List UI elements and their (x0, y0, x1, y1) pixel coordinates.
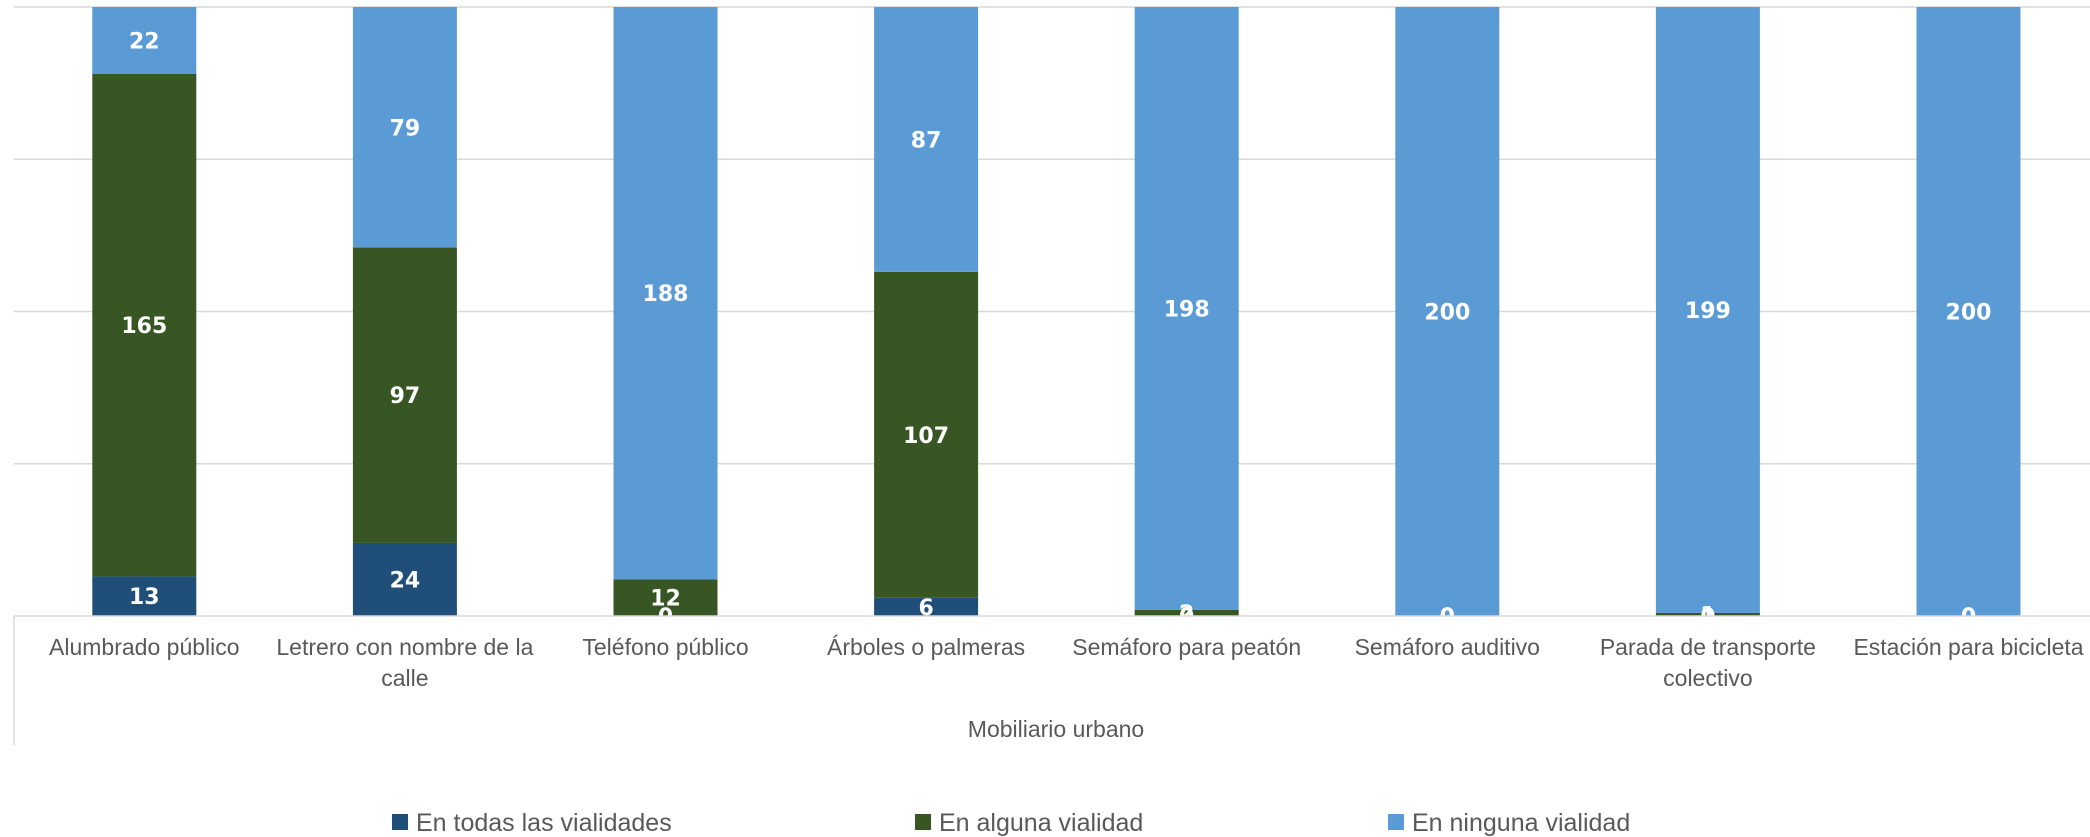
category-tick-label: Alumbrado público (49, 634, 240, 660)
legend-label: En ninguna vialidad (1412, 809, 1630, 837)
data-label: 200 (1946, 301, 1992, 326)
data-label: 2 (1179, 602, 1194, 627)
bars (92, 7, 2021, 616)
bar-segment (613, 7, 718, 580)
bar-segment (352, 542, 457, 616)
data-label: 188 (643, 282, 689, 307)
data-label: 198 (1164, 297, 1210, 322)
bar-segment (874, 597, 979, 616)
data-label: 13 (129, 585, 160, 610)
x-axis-title: Mobiliario urbano (968, 716, 1144, 742)
data-label: 97 (390, 384, 421, 409)
legend-swatch (915, 814, 931, 830)
data-label: 0 (1961, 605, 1976, 630)
gridlines (14, 6, 2090, 465)
bar-segment (1395, 7, 1500, 616)
bar-segment (352, 247, 457, 543)
data-label: 22 (129, 29, 160, 54)
category-tick-label: Semáforo para peatón (1072, 634, 1301, 660)
category-tick-labels: Alumbrado público Letrero con nombre de l… (49, 634, 2084, 691)
legend-swatch (392, 814, 408, 830)
bar-segment (352, 7, 457, 248)
category-tick-label: Teléfono público (582, 634, 748, 660)
legend-label: En alguna vialidad (939, 809, 1143, 837)
data-label: 6 (918, 596, 933, 621)
data-label: 0 (1961, 605, 1976, 630)
data-label: 0 (1440, 605, 1455, 630)
legend: En todas las vialidades En alguna vialida… (392, 809, 1630, 837)
bar-segment (92, 576, 197, 616)
legend-item: En ninguna vialidad (1388, 809, 1630, 837)
data-label: 165 (121, 314, 167, 339)
data-label: 0 (1179, 605, 1194, 630)
data-label: 107 (903, 424, 949, 449)
bar-segment (1655, 612, 1760, 616)
bar-segment (613, 579, 718, 616)
bar-segment (874, 7, 979, 272)
bar-segment (1134, 7, 1239, 610)
data-label: 87 (911, 128, 942, 153)
legend-swatch (1388, 814, 1404, 830)
category-tick-label: Árboles o palmeras (827, 634, 1025, 660)
data-label: 24 (390, 568, 421, 593)
legend-item: En alguna vialidad (915, 809, 1143, 837)
category-tick-label: Letrero con nombre de la calle (276, 634, 533, 691)
legend-label: En todas las vialidades (416, 809, 672, 837)
data-label: 200 (1424, 301, 1470, 326)
data-label: 0 (1440, 605, 1455, 630)
axes (13, 615, 2090, 745)
category-tick-label: Semáforo auditivo (1355, 634, 1540, 660)
category-tick-label: Parada de transporte colectivo (1600, 634, 1816, 691)
data-label: 12 (650, 587, 681, 612)
bar-segment (1916, 7, 2021, 616)
bar-segment (874, 271, 979, 598)
data-labels: 1316522249779012188610787021980020001199… (121, 29, 1991, 630)
data-label: 0 (658, 605, 673, 630)
legend-item: En todas las vialidades (392, 809, 672, 837)
bar-segment (1655, 7, 1760, 613)
bar-segment (92, 7, 197, 74)
bar-segment (92, 73, 197, 577)
data-label: 79 (390, 116, 421, 141)
bar-segment (1134, 609, 1239, 616)
category-tick-label: Estación para bicicleta (1853, 634, 2083, 660)
data-label: 199 (1685, 299, 1731, 324)
data-label: 0 (1700, 605, 1715, 630)
